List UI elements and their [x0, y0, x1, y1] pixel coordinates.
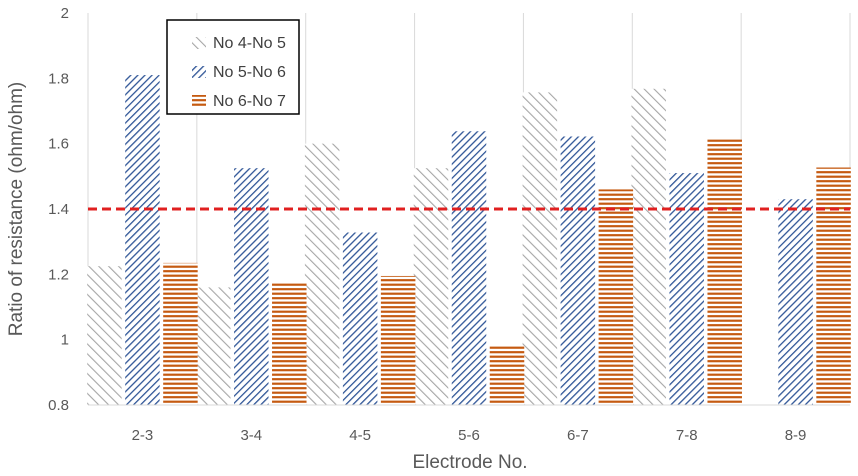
x-tick-label: 4-5 [349, 427, 371, 444]
y-tick-label: 0.8 [48, 397, 69, 414]
y-tick-labels: 0.8 1 1.2 1.4 1.6 1.8 2 [48, 5, 69, 414]
legend-box [166, 19, 300, 115]
legend-label-no6-no7: No 6-No 7 [213, 93, 286, 110]
bar-no-6-no-7-6-7 [598, 189, 634, 405]
x-tick-label: 2-3 [132, 427, 154, 444]
y-tick-label: 1.8 [48, 70, 69, 87]
bar-no-5-no-6-2-3 [125, 75, 160, 406]
x-tick-label: 5-6 [458, 427, 480, 444]
legend-swatch-no6-no7 [192, 95, 206, 107]
legend-swatch-no4-no5 [192, 37, 206, 49]
bar-no-4-no-5-6-7 [522, 92, 558, 405]
x-tick-label: 3-4 [240, 427, 262, 444]
y-tick-label: 1.4 [48, 201, 69, 218]
x-tick-label: 7-8 [676, 427, 698, 444]
bar-no-4-no-5-7-8 [631, 88, 666, 405]
bar-no-5-no-6-8-9 [778, 199, 813, 405]
bar-no-5-no-6-4-5 [342, 232, 378, 405]
legend: No 4-No 5 No 5-No 6 No 6-No 7 [166, 19, 300, 115]
bars [87, 75, 851, 406]
x-axis-title: Electrode No. [412, 452, 527, 473]
bar-no-6-no-7-2-3 [163, 262, 198, 405]
bar-no-6-no-7-4-5 [380, 275, 416, 405]
y-axis-title: Ratio of resistance (ohm/ohm) [6, 82, 27, 337]
bar-no-4-no-5-3-4 [196, 287, 231, 405]
bar-no-4-no-5-5-6 [413, 168, 449, 405]
bar-no-4-no-5-4-5 [304, 143, 340, 405]
y-tick-label: 2 [61, 5, 69, 22]
bar-no-5-no-6-6-7 [560, 136, 596, 406]
bar-no-6-no-7-5-6 [489, 346, 525, 405]
legend-label-no4-no5: No 4-No 5 [213, 35, 286, 52]
x-tick-labels: 2-3 3-4 4-5 5-6 6-7 7-8 8-9 [132, 427, 807, 444]
legend-label-no5-no6: No 5-No 6 [213, 64, 286, 81]
bar-no-5-no-6-5-6 [451, 131, 487, 405]
y-tick-label: 1.6 [48, 136, 69, 153]
x-tick-label: 6-7 [567, 427, 589, 444]
bar-no-5-no-6-7-8 [669, 173, 704, 405]
y-tick-label: 1.2 [48, 266, 69, 283]
bar-no-5-no-6-3-4 [234, 168, 269, 405]
bar-no-6-no-7-8-9 [816, 167, 851, 405]
legend-swatch-no5-no6 [192, 66, 206, 78]
bar-no-4-no-5-2-3 [87, 266, 122, 405]
y-tick-label: 1 [61, 332, 69, 349]
bar-no-6-no-7-7-8 [707, 139, 742, 406]
x-tick-label: 8-9 [785, 427, 807, 444]
bar-no-6-no-7-3-4 [272, 281, 307, 405]
